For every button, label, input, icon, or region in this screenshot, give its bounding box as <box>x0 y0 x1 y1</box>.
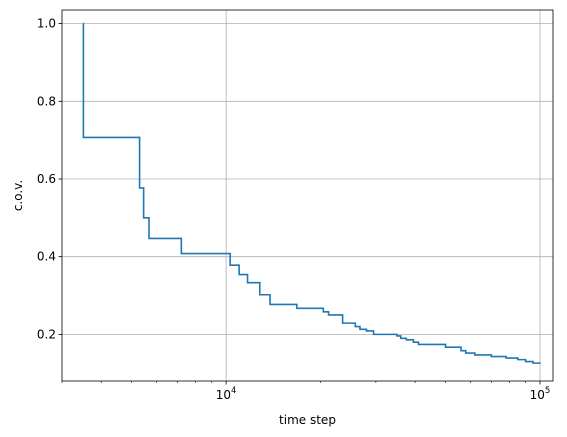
grid <box>62 10 553 381</box>
x-tick-label-exponent: 4 <box>231 386 236 396</box>
x-axis-label: time step <box>279 413 336 427</box>
plot-area-frame <box>61 9 554 382</box>
y-tick-label: 0.8 <box>37 94 56 108</box>
y-axis-label: c.o.v. <box>11 180 25 211</box>
series-line <box>82 22 541 364</box>
y-tick-label: 0.6 <box>37 172 56 186</box>
x-tick-label: 105 <box>530 386 551 402</box>
y-tick-label: 0.2 <box>37 327 56 341</box>
y-tick-label: 1.0 <box>37 17 56 31</box>
series-layer <box>82 22 541 364</box>
x-tick-label: 104 <box>216 386 237 402</box>
y-tick-label: 0.4 <box>37 250 56 264</box>
x-tick-label-base: 10 <box>530 388 545 402</box>
x-tick-label-exponent: 5 <box>545 386 550 396</box>
x-tick-label-base: 10 <box>216 388 231 402</box>
